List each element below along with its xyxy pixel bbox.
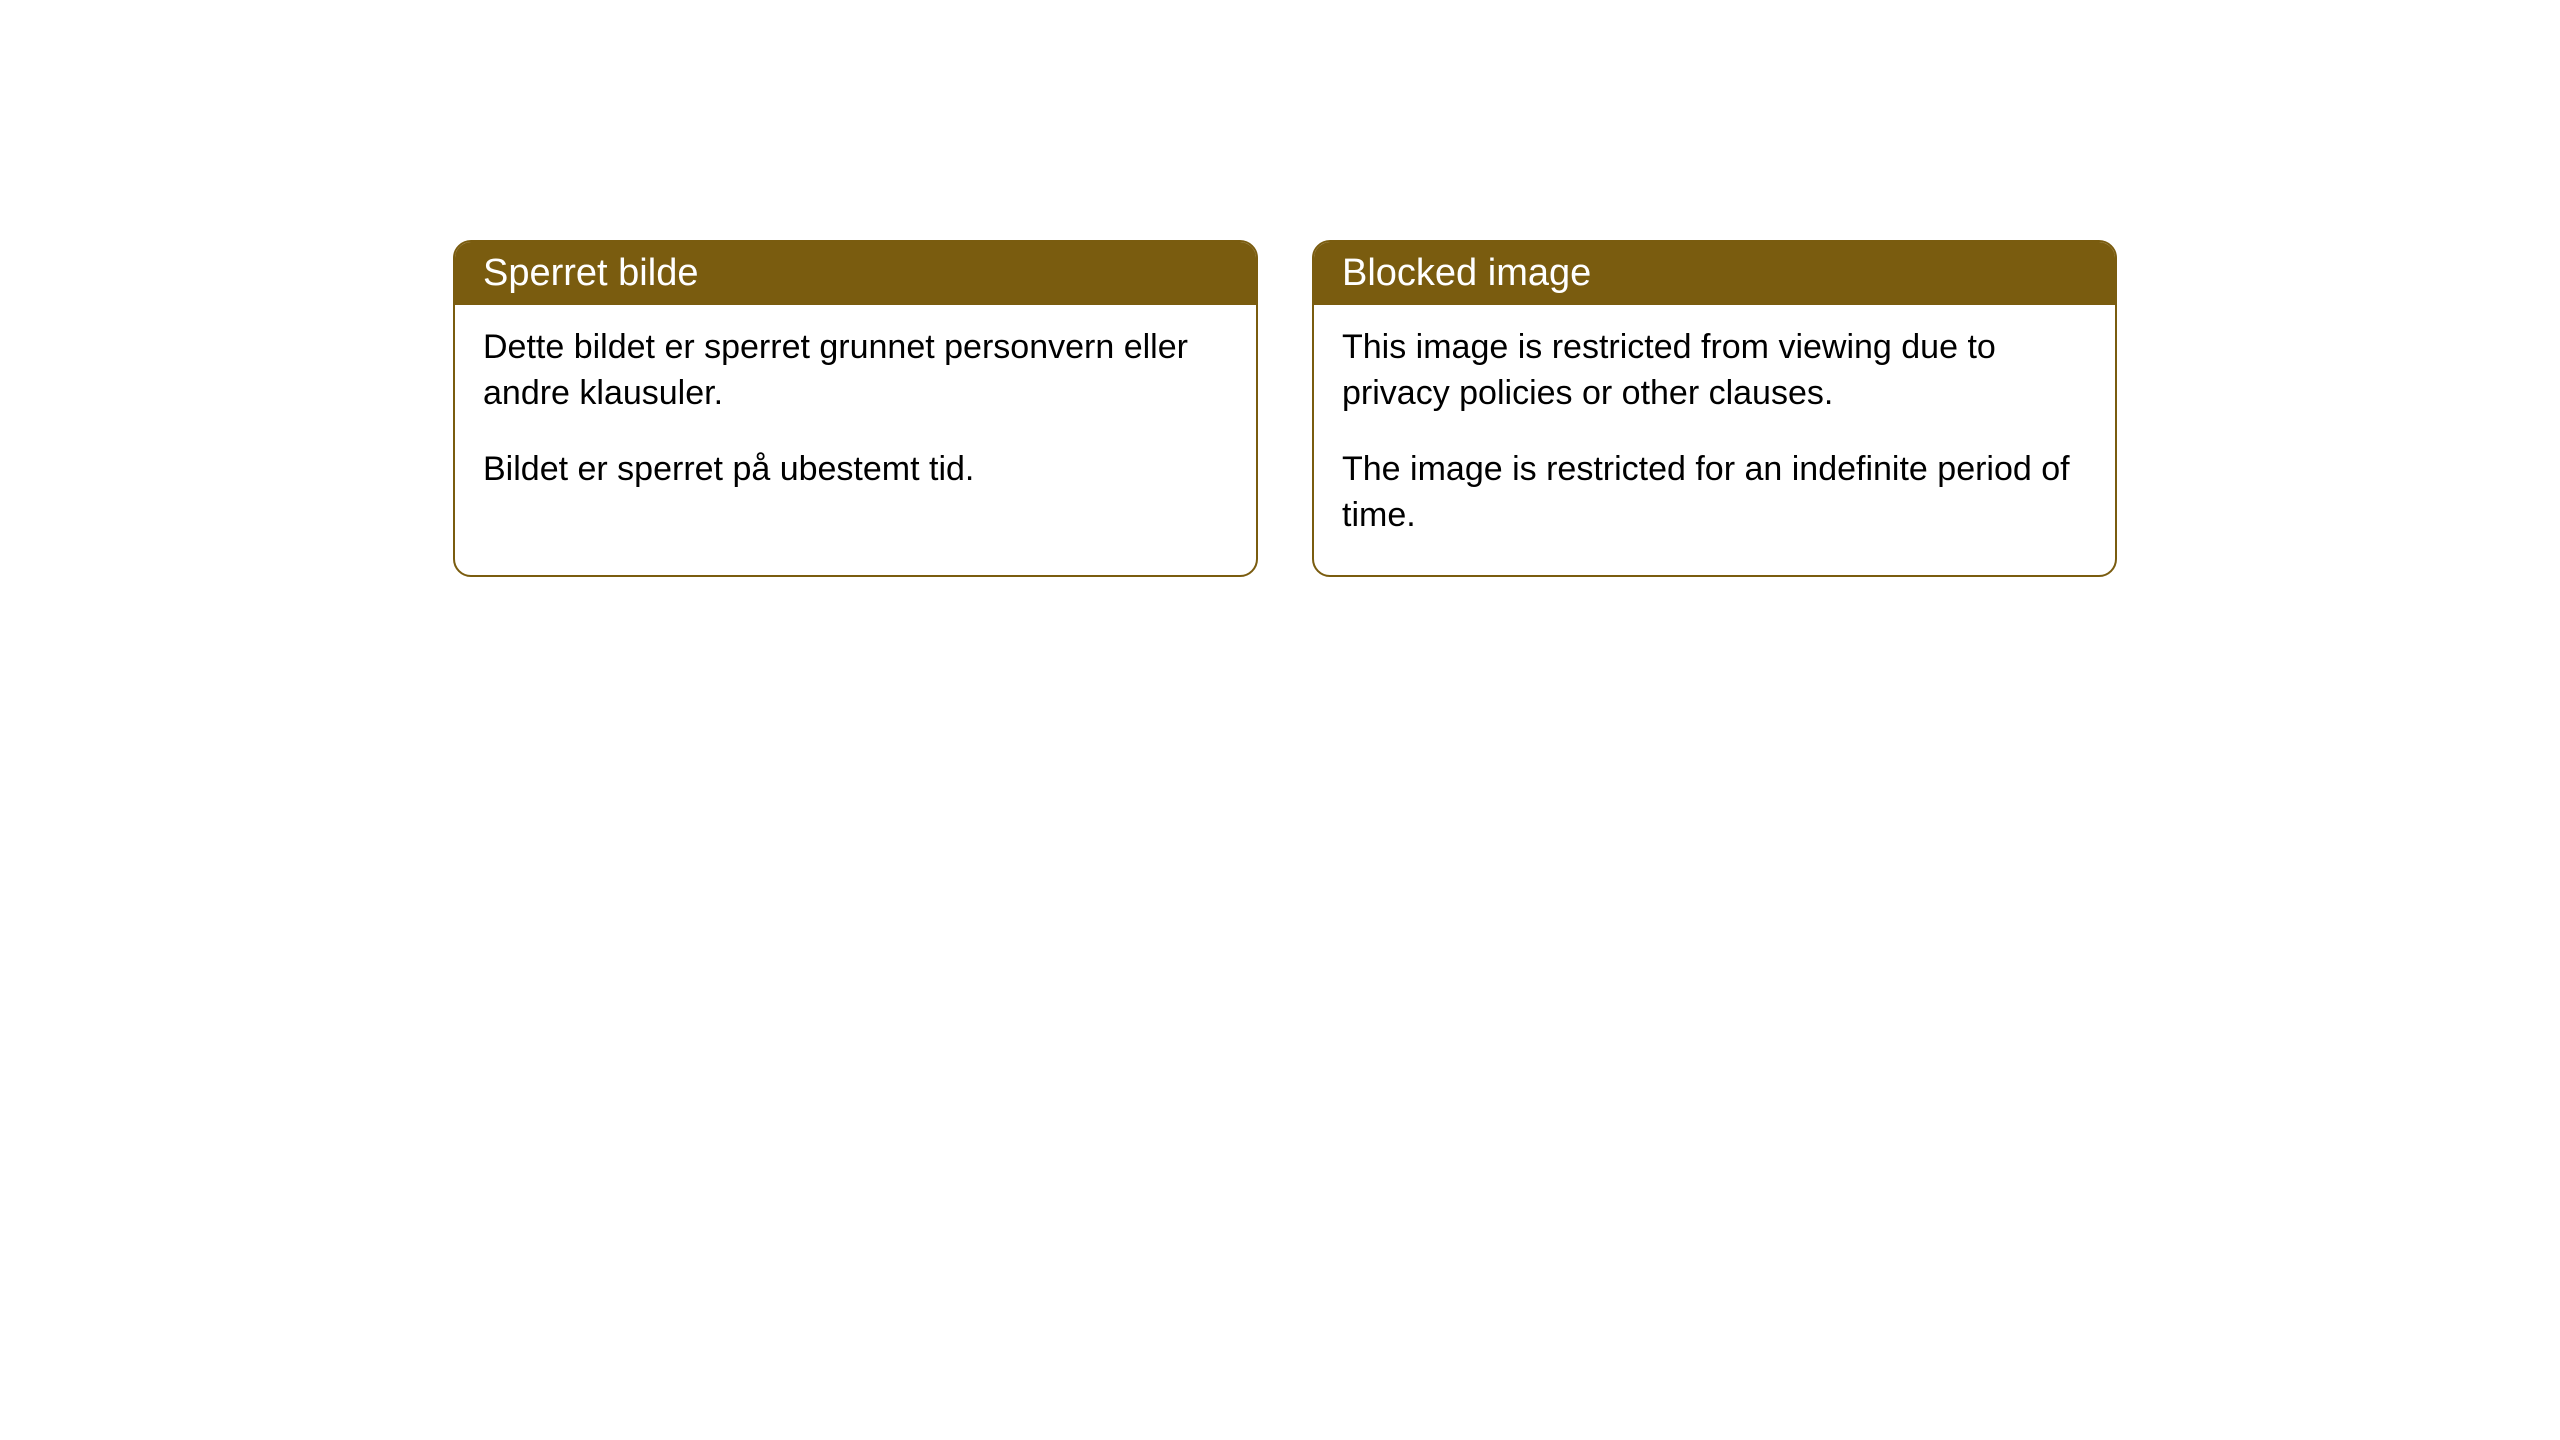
notice-card-norwegian: Sperret bilde Dette bildet er sperret gr… [453,240,1258,577]
card-header: Blocked image [1314,242,2115,305]
card-body: Dette bildet er sperret grunnet personve… [455,305,1256,529]
card-header: Sperret bilde [455,242,1256,305]
card-title: Blocked image [1342,252,1591,294]
card-paragraph: The image is restricted for an indefinit… [1342,447,2087,539]
card-paragraph: Dette bildet er sperret grunnet personve… [483,325,1228,417]
card-body: This image is restricted from viewing du… [1314,305,2115,575]
card-paragraph: Bildet er sperret på ubestemt tid. [483,447,1228,493]
notice-card-english: Blocked image This image is restricted f… [1312,240,2117,577]
notice-cards-row: Sperret bilde Dette bildet er sperret gr… [453,240,2117,577]
card-title: Sperret bilde [483,252,698,294]
card-paragraph: This image is restricted from viewing du… [1342,325,2087,417]
